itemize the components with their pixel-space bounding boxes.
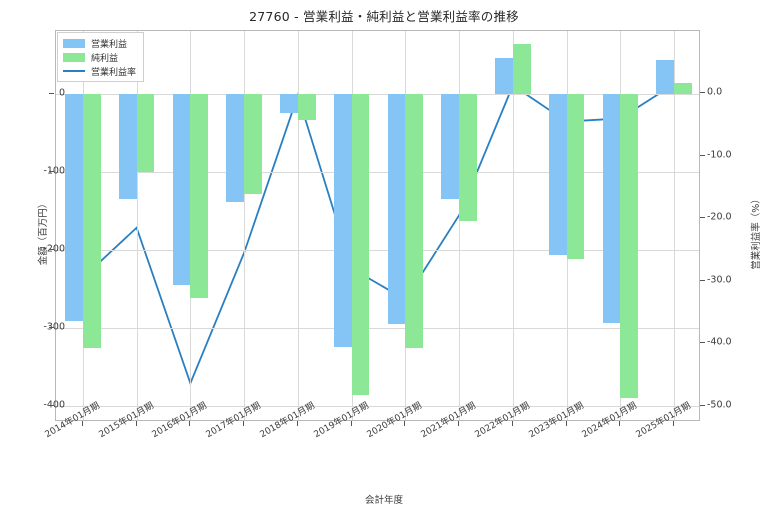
x-axis-tickmark — [458, 421, 460, 426]
bar-net-profit — [459, 93, 477, 221]
legend-label-operating-profit: 営業利益 — [91, 39, 128, 50]
gridline-horizontal — [56, 171, 699, 173]
x-axis-tickmark — [243, 421, 245, 426]
x-axis-tickmark — [81, 421, 83, 426]
bar-operating-profit — [65, 93, 83, 322]
bar-operating-profit — [118, 93, 137, 200]
gridline-vertical — [244, 31, 246, 420]
x-axis-tickmark — [673, 421, 675, 426]
y-axis-tickmark-left — [49, 92, 54, 94]
gridline-horizontal — [56, 93, 699, 95]
y-axis-tick-right: -10.0 — [707, 149, 732, 161]
bar-net-profit — [244, 93, 262, 195]
bar-operating-profit — [280, 93, 298, 114]
y-axis-label-left: 金額（百万円） — [38, 198, 49, 266]
y-axis-tickmark-left — [49, 170, 54, 172]
bar-operating-profit — [387, 93, 406, 325]
bar-net-profit — [566, 93, 585, 260]
y-axis-tickmark-right — [700, 92, 705, 94]
legend-swatch-operating-margin — [63, 70, 85, 72]
bar-net-profit — [620, 93, 639, 398]
bar-operating-profit — [441, 93, 460, 200]
bar-operating-profit — [333, 93, 352, 347]
bar-operating-profit — [495, 58, 513, 94]
x-axis-tickmark — [404, 421, 406, 426]
line-operating-margin — [82, 83, 675, 386]
legend-swatch-operating-profit — [63, 38, 85, 48]
bar-net-profit — [512, 43, 531, 94]
plot-area — [55, 30, 700, 421]
x-axis-tickmark — [350, 421, 352, 426]
y-axis-tickmark-left — [49, 405, 54, 407]
bar-operating-profit — [656, 59, 675, 94]
chart-title: 27760 - 営業利益・純利益と営業利益率の推移 — [249, 9, 519, 24]
legend-item-operating-profit: 営業利益 — [63, 37, 136, 50]
gridline-horizontal — [56, 328, 699, 330]
bar-net-profit — [351, 93, 370, 395]
x-axis-tickmark — [296, 421, 298, 426]
y-axis-tick-left: -200 — [43, 243, 65, 255]
gridline-vertical — [674, 31, 676, 420]
x-axis-tickmark — [619, 421, 621, 426]
y-axis-tickmark-right — [700, 217, 705, 219]
bar-net-profit — [136, 93, 155, 172]
x-axis-label: 会計年度 — [364, 495, 403, 506]
gridline-vertical — [136, 31, 138, 420]
legend-item-net-profit: 純利益 — [63, 51, 136, 64]
bar-operating-profit — [172, 93, 191, 286]
y-axis-tickmark-right — [700, 342, 705, 344]
y-axis-tick-left: -100 — [43, 165, 65, 177]
y-axis-tick-right: 0.0 — [707, 86, 723, 98]
x-axis-tickmark — [135, 421, 137, 426]
y-axis-tick-right: -50.0 — [707, 399, 732, 411]
y-axis-tickmark-right — [700, 279, 705, 281]
chart-legend: 営業利益 純利益 営業利益率 — [57, 32, 145, 82]
bar-net-profit — [190, 93, 209, 299]
gridline-vertical — [297, 31, 299, 420]
x-axis-tickmark — [511, 421, 513, 426]
bar-net-profit — [82, 93, 101, 348]
y-axis-tickmark-left — [49, 248, 54, 250]
gridline-vertical — [512, 31, 514, 420]
legend-swatch-net-profit — [63, 52, 85, 62]
gridline-vertical — [459, 31, 461, 420]
y-axis-tick-left: -400 — [43, 399, 65, 411]
gridline-horizontal — [56, 406, 699, 408]
y-axis-tick-right: -30.0 — [707, 274, 732, 286]
legend-item-operating-margin: 営業利益率 — [63, 65, 137, 78]
bar-operating-profit — [226, 93, 245, 203]
legend-label-net-profit: 純利益 — [91, 53, 119, 64]
bar-operating-profit — [548, 93, 567, 255]
y-axis-tickmark-left — [49, 327, 54, 329]
x-axis-tickmark — [565, 421, 567, 426]
y-axis-tickmark-right — [700, 154, 705, 156]
y-axis-tick-left: 0 — [58, 87, 65, 99]
legend-label-operating-margin: 営業利益率 — [91, 67, 137, 78]
bar-net-profit — [405, 93, 424, 348]
y-axis-tick-left: -300 — [43, 321, 65, 333]
bar-net-profit — [674, 83, 692, 94]
x-axis-tickmark — [189, 421, 191, 426]
y-axis-tickmark-right — [700, 404, 705, 406]
y-axis-tick-right: -20.0 — [707, 211, 732, 223]
gridline-horizontal — [56, 249, 699, 251]
bar-operating-profit — [602, 93, 621, 323]
y-axis-tick-right: -40.0 — [707, 336, 732, 348]
bar-net-profit — [297, 93, 316, 121]
